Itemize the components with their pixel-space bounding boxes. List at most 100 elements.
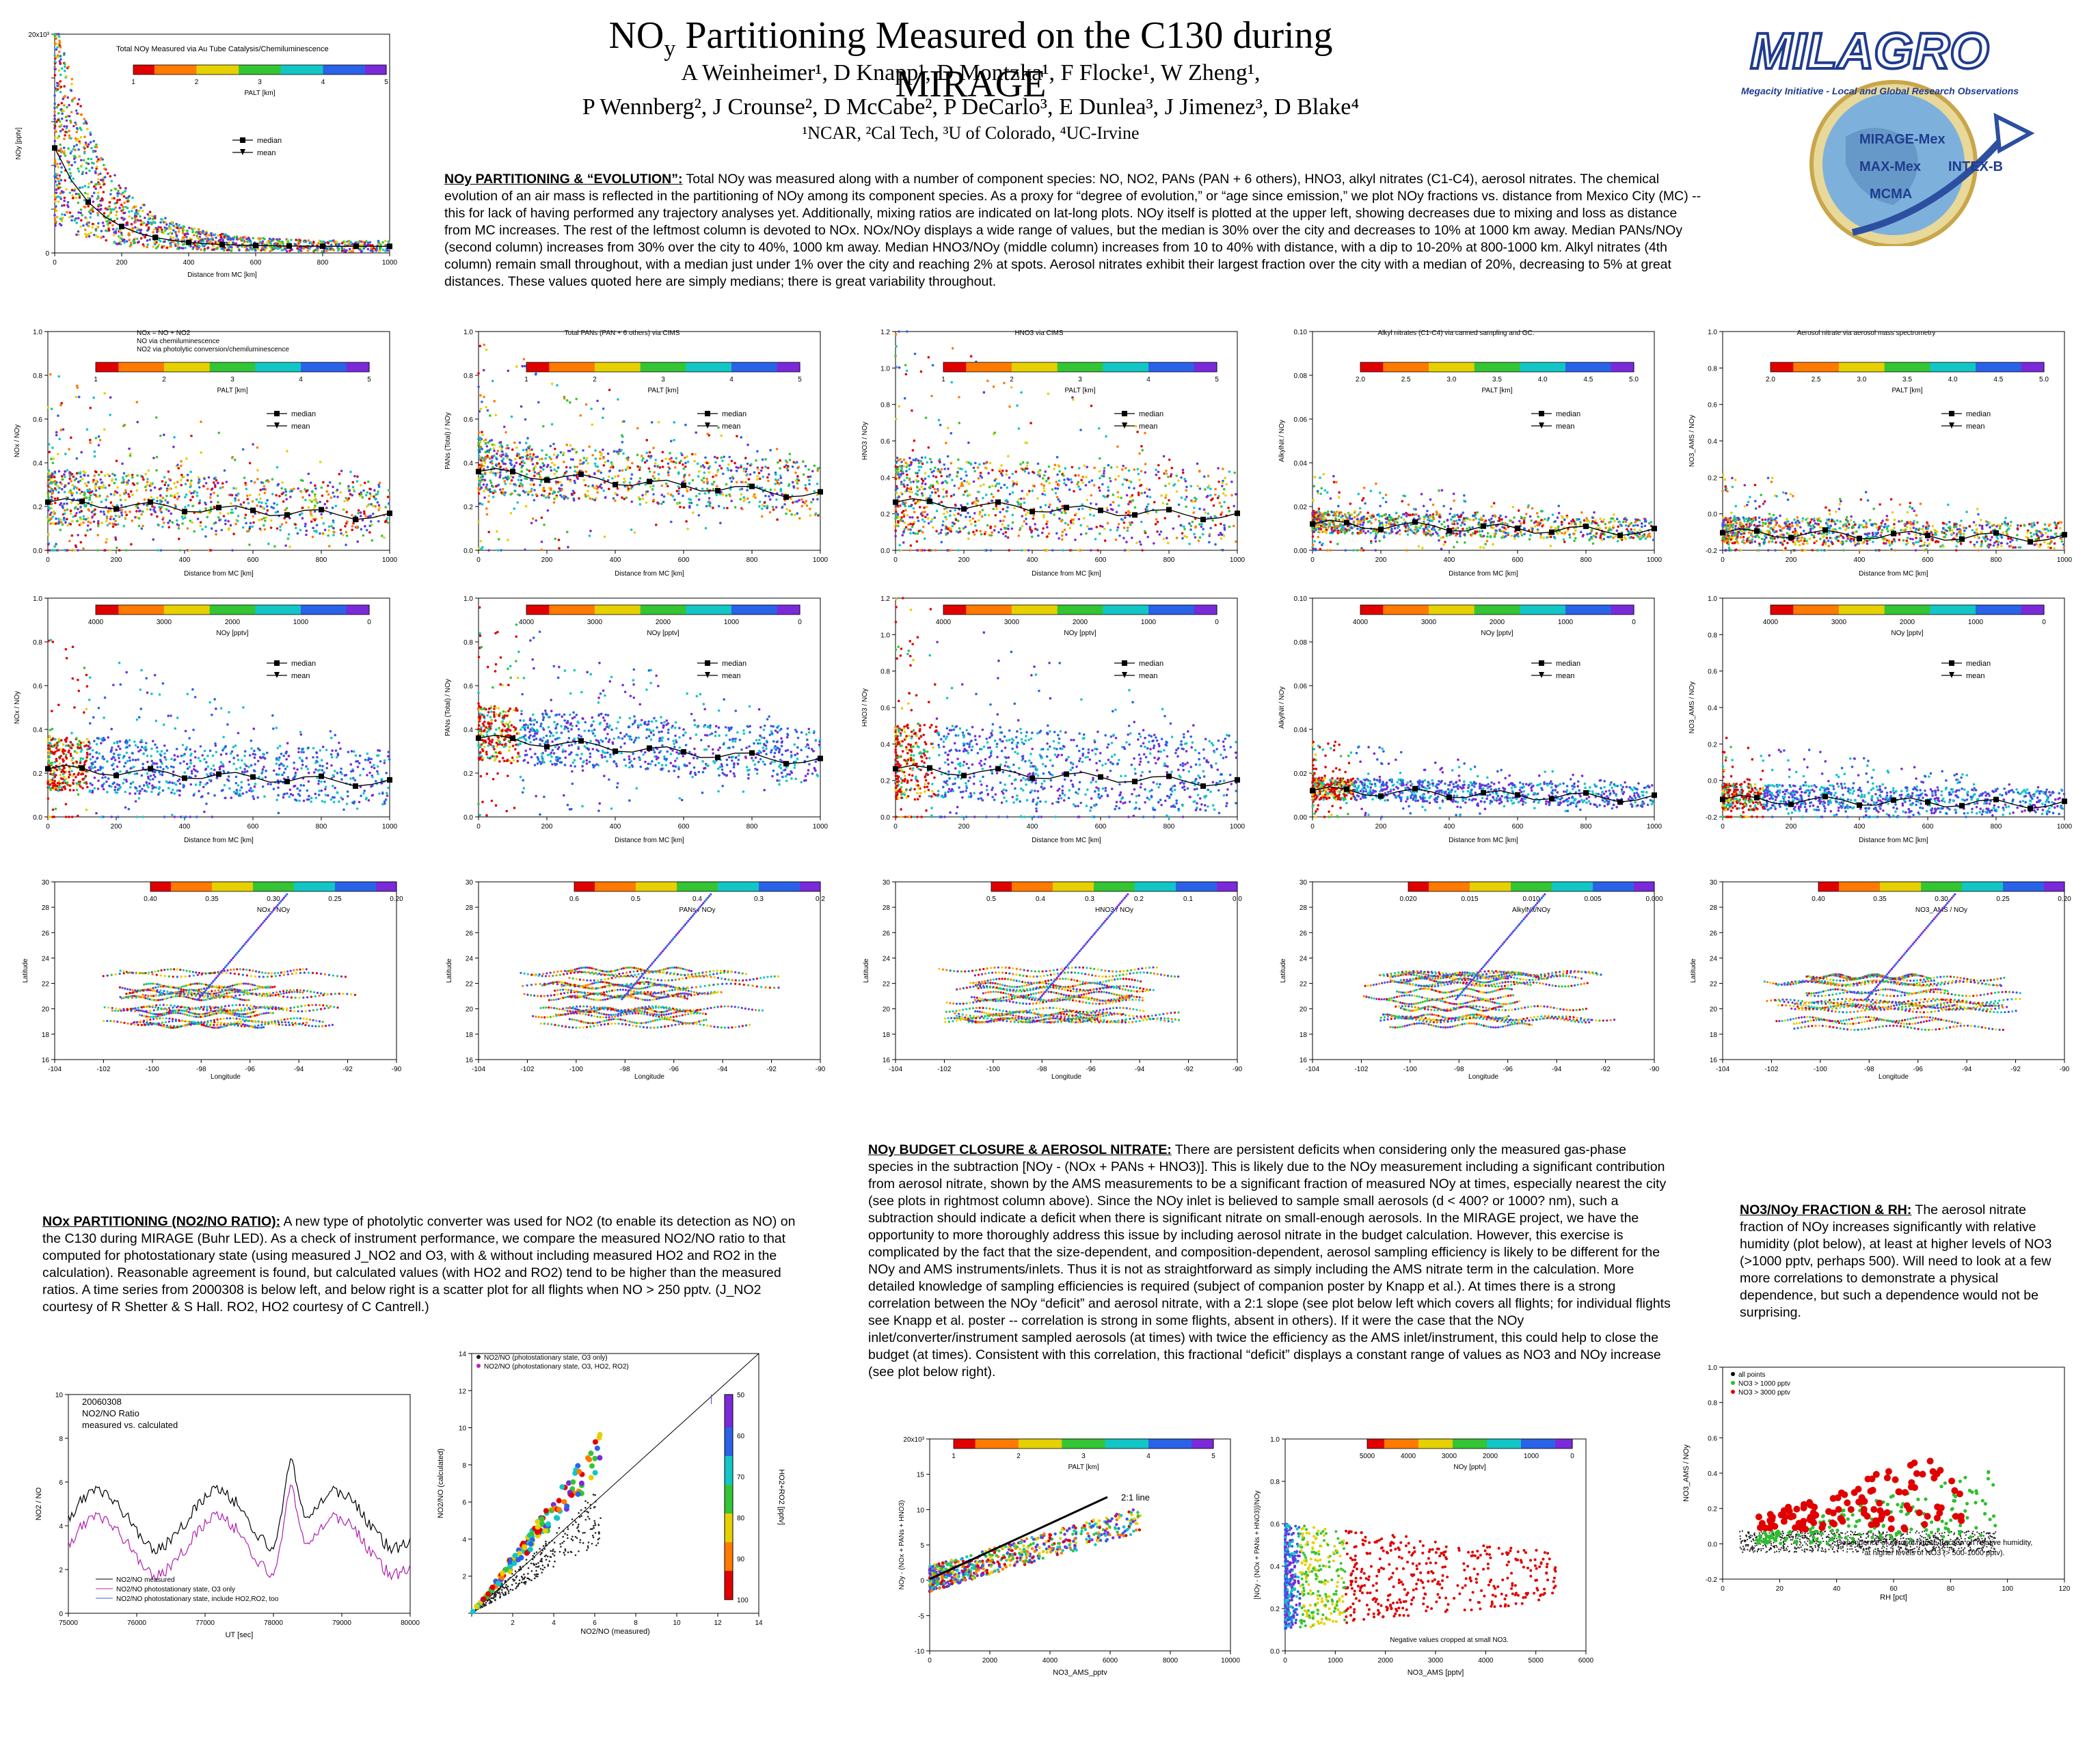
- data-point: [114, 536, 117, 539]
- data-point: [1025, 522, 1028, 526]
- data-point: [511, 448, 514, 451]
- data-point: [902, 513, 906, 516]
- data-point: [133, 214, 137, 217]
- data-point: [57, 165, 60, 169]
- data-point: [621, 496, 623, 499]
- data-point: [188, 490, 191, 494]
- data-point: [550, 461, 554, 464]
- data-point: [645, 501, 648, 504]
- data-point: [1006, 536, 1010, 539]
- data-point: [146, 245, 149, 249]
- data-point: [694, 453, 697, 456]
- data-point: [788, 459, 792, 461]
- data-point: [73, 507, 77, 510]
- data-point: [940, 500, 943, 504]
- data-point: [905, 369, 908, 373]
- data-point: [969, 515, 971, 519]
- data-point: [918, 500, 921, 502]
- data-point: [232, 487, 235, 490]
- data-point: [489, 457, 492, 459]
- data-point: [805, 489, 809, 492]
- colorbar-step: [109, 362, 115, 372]
- data-point: [1017, 501, 1020, 504]
- data-point: [587, 485, 590, 488]
- data-point: [1129, 521, 1131, 524]
- data-point: [760, 515, 764, 518]
- data-point: [811, 470, 814, 473]
- data-point: [1112, 500, 1115, 504]
- data-point: [58, 120, 62, 123]
- data-point: [144, 472, 147, 476]
- data-point: [1063, 479, 1066, 481]
- data-point: [662, 495, 666, 498]
- data-point: [64, 154, 67, 157]
- data-point: [616, 494, 619, 496]
- data-point: [808, 483, 811, 485]
- data-point: [481, 431, 483, 433]
- data-point: [716, 457, 719, 459]
- plot-label: 400: [183, 259, 195, 267]
- data-point: [79, 492, 82, 496]
- data-point: [896, 366, 898, 368]
- data-point: [929, 468, 932, 471]
- data-point: [788, 453, 792, 455]
- data-point: [92, 210, 94, 213]
- data-point: [584, 493, 587, 496]
- data-point: [343, 250, 346, 253]
- data-point: [142, 243, 145, 246]
- data-point: [62, 97, 65, 100]
- data-point: [1058, 479, 1061, 483]
- data-point: [621, 469, 624, 472]
- data-point: [894, 354, 897, 358]
- data-point: [690, 501, 693, 504]
- data-point: [1144, 431, 1146, 435]
- data-point: [105, 498, 107, 501]
- data-point: [164, 499, 167, 502]
- data-point: [904, 509, 907, 512]
- data-point: [1023, 470, 1027, 473]
- data-point: [55, 209, 58, 213]
- data-point: [1008, 549, 1010, 552]
- data-point: [131, 476, 134, 479]
- data-point: [1071, 398, 1075, 401]
- data-point: [533, 483, 535, 486]
- data-point: [60, 102, 64, 105]
- data-point: [96, 214, 100, 217]
- data-point: [210, 232, 213, 235]
- data-point: [63, 137, 66, 140]
- data-point: [322, 522, 325, 525]
- data-point: [942, 496, 945, 498]
- data-point: [816, 498, 819, 501]
- data-point: [507, 446, 510, 450]
- data-point: [60, 204, 64, 207]
- data-point: [1060, 534, 1064, 537]
- data-point: [726, 507, 729, 510]
- data-point: [921, 518, 924, 521]
- data-point: [93, 474, 96, 477]
- data-point: [70, 150, 73, 153]
- data-point: [758, 505, 761, 508]
- data-point: [217, 500, 219, 504]
- data-point: [479, 436, 481, 439]
- data-point: [524, 548, 526, 551]
- data-point: [1166, 541, 1170, 545]
- data-point: [1026, 461, 1029, 464]
- data-point: [165, 489, 169, 492]
- data-point: [992, 385, 995, 388]
- data-point: [256, 446, 259, 449]
- data-point: [486, 409, 489, 412]
- data-point: [524, 504, 528, 508]
- data-point: [614, 475, 617, 478]
- data-point: [742, 467, 746, 470]
- data-point: [686, 489, 689, 493]
- data-point: [684, 423, 687, 427]
- data-point: [1063, 482, 1066, 485]
- data-point: [130, 543, 133, 546]
- data-point: [541, 425, 545, 428]
- data-point: [180, 464, 183, 468]
- data-point: [498, 488, 502, 492]
- data-point: [118, 494, 122, 497]
- data-point: [801, 460, 805, 463]
- data-point: [149, 221, 152, 224]
- data-point: [218, 519, 221, 522]
